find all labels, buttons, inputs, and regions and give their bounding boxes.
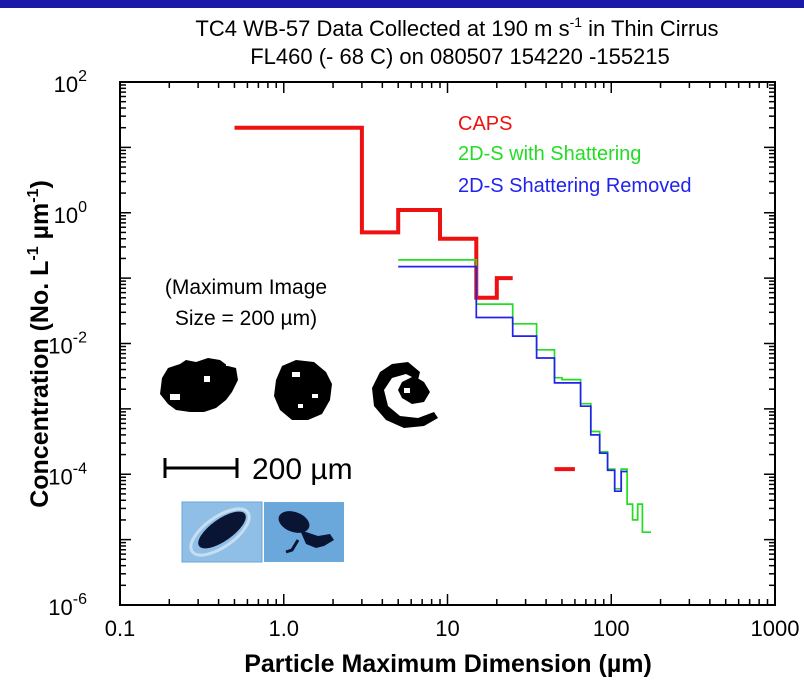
top-accent-bar <box>0 0 804 8</box>
y-tick-labels: 10-6 10-4 10-2 100 102 <box>48 68 87 620</box>
series-line-3 <box>398 265 628 493</box>
series-line-1 <box>234 125 513 300</box>
y-tick-label: 102 <box>54 68 87 97</box>
series-lines <box>234 125 651 534</box>
x-tick-label: 1000 <box>751 616 800 641</box>
particle-image-2 <box>274 360 332 420</box>
y-tick-label: 100 <box>54 199 87 228</box>
particle-photo-2 <box>264 502 344 562</box>
scale-bar <box>163 458 239 478</box>
particle-image-1 <box>160 358 238 412</box>
legend-entry-2ds-shattering: 2D-S with Shattering <box>458 143 641 165</box>
x-tick-label: 10 <box>435 616 459 641</box>
series-line-2 <box>398 259 651 534</box>
x-axis-label: Particle Maximum Dimension (µm) <box>244 650 652 678</box>
x-tick-label: 100 <box>593 616 630 641</box>
y-axis-label: Concentration (No. L-1 µm-1) <box>25 180 54 508</box>
legend-entry-2ds-removed: 2D-S Shattering Removed <box>458 175 691 197</box>
annotation-max-image-line2: Size = 200 µm) <box>175 307 317 330</box>
scale-bar-label: 200 µm <box>252 453 353 486</box>
legend-entry-caps: CAPS <box>458 113 512 135</box>
particle-photo-1 <box>181 501 263 563</box>
axis-ticks <box>119 81 776 606</box>
annotation-max-image-line1: (Maximum Image <box>165 276 327 299</box>
y-tick-label: 10-6 <box>48 591 87 620</box>
y-tick-label: 10-4 <box>48 460 87 489</box>
particle-image-3 <box>372 362 438 428</box>
x-tick-label: 0.1 <box>105 616 136 641</box>
chart-title-line2: FL460 (- 68 C) on 080507 154220 -155215 <box>250 44 670 69</box>
y-tick-label: 10-2 <box>48 330 87 359</box>
x-tick-label: 1.0 <box>268 616 299 641</box>
chart-title-line1: TC4 WB-57 Data Collected at 190 m s-1 in… <box>195 14 718 41</box>
x-tick-labels: 0.1 1.0 10 100 1000 <box>105 616 800 641</box>
